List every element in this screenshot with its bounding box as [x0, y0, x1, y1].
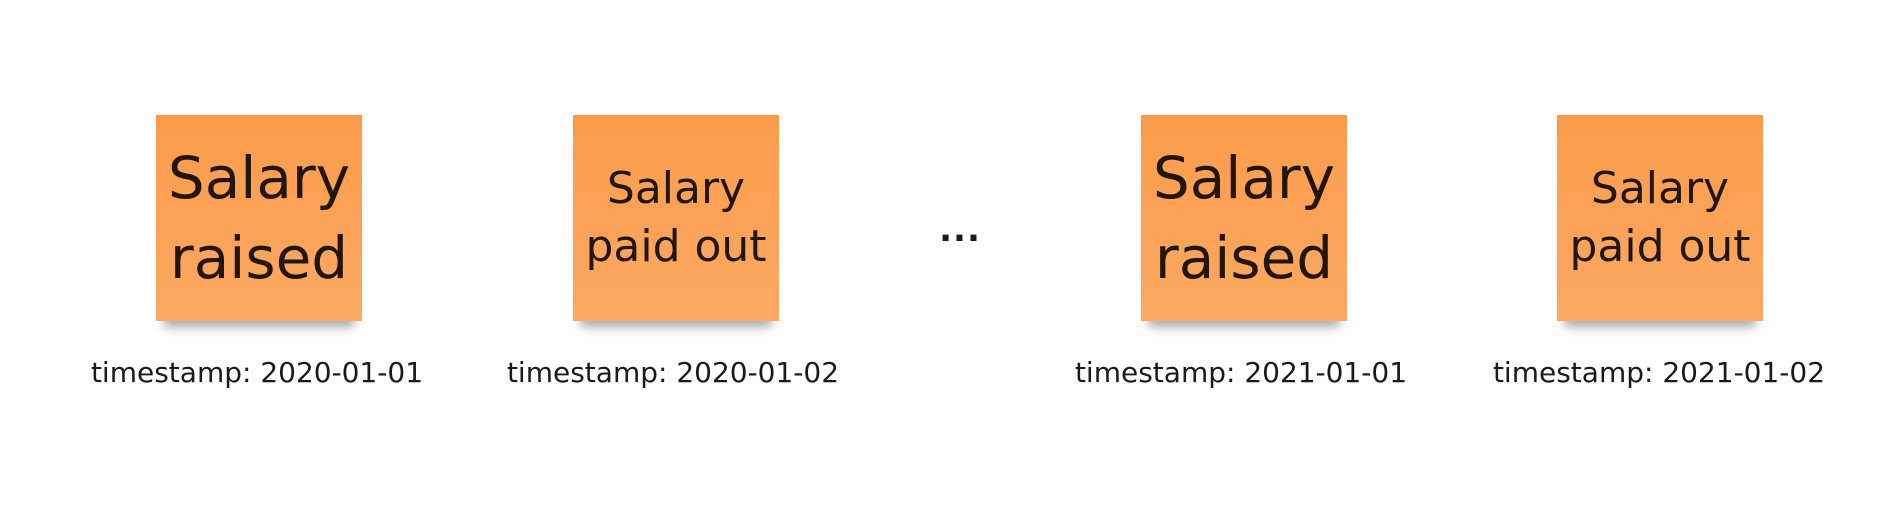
sticky-note-text: Salary raised	[167, 144, 351, 292]
ellipsis-separator: ...	[939, 210, 981, 250]
sticky-note-text: Salary paid out	[585, 163, 767, 272]
sticky-note-text: Salary paid out	[1569, 163, 1751, 272]
timestamp-label: timestamp: 2020-01-01	[90, 356, 424, 389]
timestamp-label: timestamp: 2021-01-02	[1492, 356, 1826, 389]
sticky-note-salary-paid-out[interactable]: Salary paid out	[573, 115, 779, 321]
sticky-note-salary-paid-out[interactable]: Salary paid out	[1557, 115, 1763, 321]
timestamp-label: timestamp: 2021-01-01	[1074, 356, 1408, 389]
timestamp-label: timestamp: 2020-01-02	[506, 356, 840, 389]
sticky-note-text: Salary raised	[1152, 144, 1336, 292]
sticky-note-salary-raised[interactable]: Salary raised	[156, 115, 362, 321]
sticky-note-salary-raised[interactable]: Salary raised	[1141, 115, 1347, 321]
